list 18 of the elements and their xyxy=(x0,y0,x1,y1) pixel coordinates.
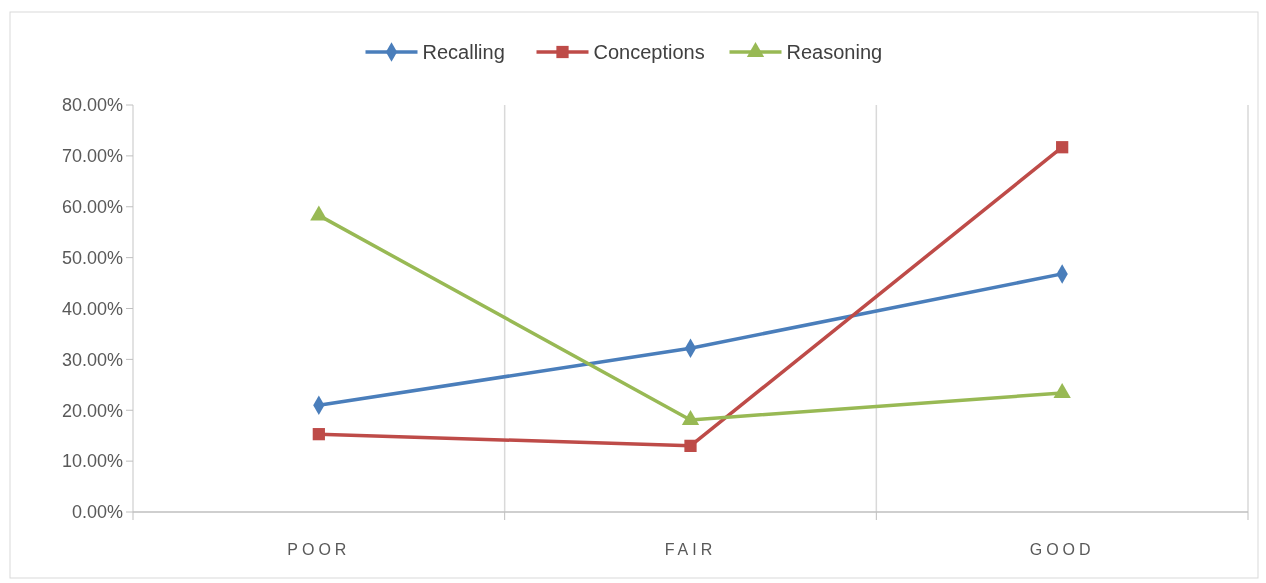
legend-label: Recalling xyxy=(422,41,505,63)
y-tick-label: 50.00% xyxy=(61,247,123,268)
x-tick-label: GOOD xyxy=(1029,541,1095,558)
y-tick-label: 30.00% xyxy=(61,349,123,370)
legend-label: Conceptions xyxy=(593,41,705,63)
point xyxy=(312,428,325,441)
y-tick-label: 60.00% xyxy=(61,197,123,218)
y-tick-label: 40.00% xyxy=(61,298,123,319)
legend-label: Reasoning xyxy=(786,41,883,63)
y-tick-label: 0.00% xyxy=(71,502,123,523)
x-tick-label: POOR xyxy=(287,541,351,558)
point xyxy=(684,439,697,452)
y-tick-label: 80.00% xyxy=(61,95,123,116)
y-tick-label: 20.00% xyxy=(61,400,123,421)
y-tick-label: 70.00% xyxy=(61,146,123,167)
point xyxy=(1056,141,1069,154)
y-tick-label: 10.00% xyxy=(61,451,123,472)
x-tick-label: FAIR xyxy=(664,541,717,558)
